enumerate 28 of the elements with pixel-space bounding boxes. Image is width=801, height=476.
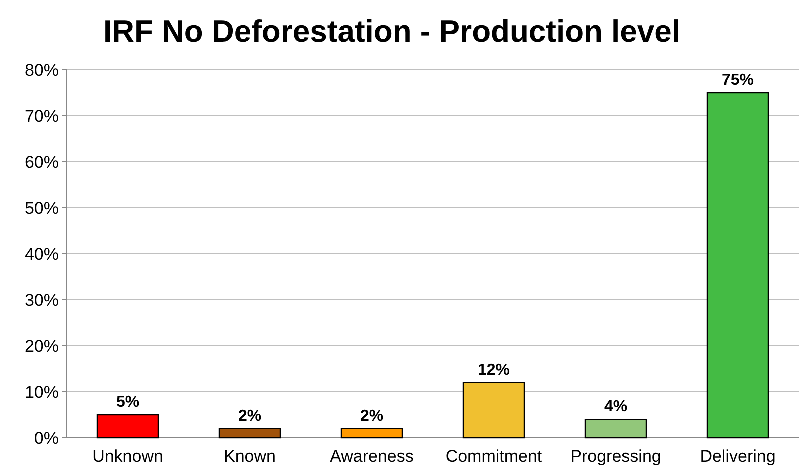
bar [340,428,404,439]
y-tick-label: 0% [34,428,59,448]
y-tick-label: 80% [24,60,59,80]
bar [584,419,648,439]
data-label: 4% [604,398,628,416]
x-tick-label: Progressing [570,447,662,466]
x-tick-label: Commitment [446,447,542,466]
y-tick-label: 70% [24,106,59,126]
data-label: 2% [360,408,384,425]
data-label: 12% [478,362,510,379]
y-tick-label: 30% [24,290,59,310]
y-tick-label: 40% [24,244,59,264]
data-label: 75% [722,72,754,89]
bar [462,382,526,439]
x-tick-label: Delivering [700,447,776,466]
x-tick-label: Unknown [92,447,164,466]
chart-title: IRF No Deforestation - Production level [104,14,680,49]
y-tick-label: 10% [24,382,59,402]
bar [96,414,160,439]
x-tick-label: Known [224,447,276,466]
y-tick-label: 60% [24,152,59,172]
bar [706,92,770,439]
y-tick-label: 50% [24,198,59,218]
data-label: 5% [116,394,140,411]
bar [218,428,282,439]
data-label: 2% [238,408,262,425]
x-tick-label: Awareness [330,447,414,466]
y-tick-label: 20% [24,336,59,356]
